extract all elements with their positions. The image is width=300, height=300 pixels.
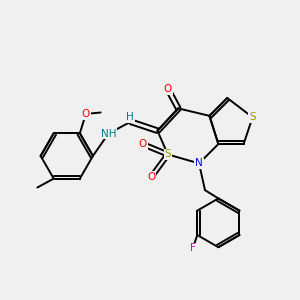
Text: H: H [126, 112, 134, 122]
Text: S: S [164, 149, 171, 160]
Text: NH: NH [100, 129, 116, 139]
Text: O: O [164, 84, 172, 94]
Text: O: O [138, 139, 147, 149]
Text: N: N [195, 158, 203, 168]
Text: F: F [190, 243, 196, 254]
Text: O: O [82, 109, 90, 119]
Text: S: S [249, 112, 256, 122]
Text: O: O [147, 172, 156, 182]
